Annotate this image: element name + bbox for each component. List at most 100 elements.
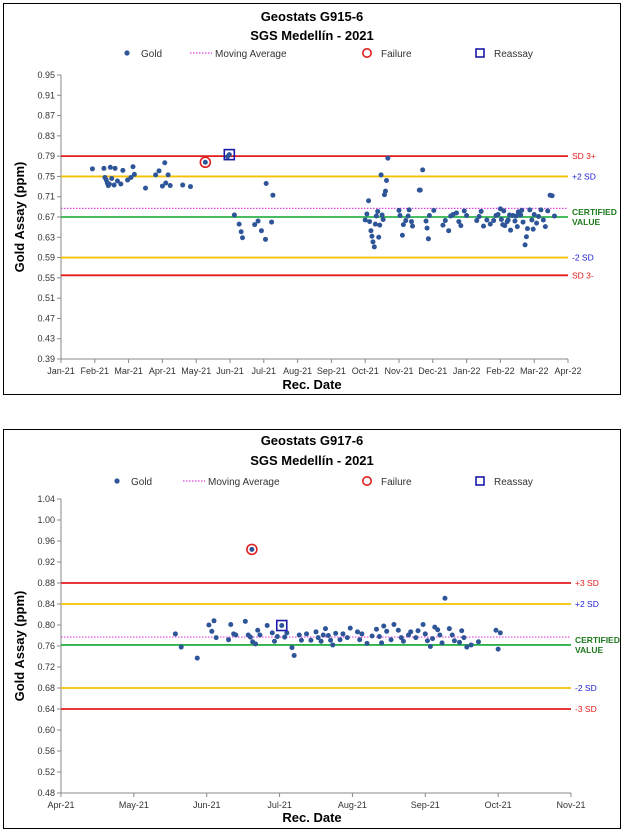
gold-point [442,218,448,224]
reassay-marker [275,619,288,632]
gold-point [461,635,467,641]
gold-point [403,218,409,224]
gold-point [538,207,544,213]
y-tick-label: 0.92 [37,557,55,567]
ref-label-sd3_upper: SD 3+ [572,151,596,161]
legend-gold-marker [124,50,130,56]
legend-reassay-label: Reassay [494,49,533,60]
gold-point [114,178,120,184]
gold-point [359,631,365,637]
gold-point [206,622,212,628]
ref-label-sd3_lower: SD 3- [572,270,594,280]
y-tick-label: 1.00 [37,515,55,525]
gold-point [432,624,438,630]
gold-point [536,213,542,219]
y-tick-label: 0.83 [37,131,55,141]
x-tick-label: Jul-21 [252,366,277,376]
gold-point [545,208,551,214]
gold-point [399,232,405,238]
gold-point [371,244,377,250]
gold-point [423,218,429,224]
y-tick-label: 0.63 [37,232,55,242]
gold-point [505,217,511,223]
gold-point [269,630,275,636]
gold-point [159,183,165,189]
gold-point [529,217,535,223]
gold-point [238,229,244,235]
gold-point [522,242,528,248]
gold-point [313,629,319,635]
gold-point [400,638,406,644]
chart-title: Geostats G915-6 [261,9,364,24]
gold-point [226,637,232,643]
gold-point [375,208,381,214]
gold-point [474,218,480,224]
ref-label-sd3_lower: -3 SD [575,704,597,714]
x-tick-label: Feb-22 [486,366,515,376]
x-tick-label: Oct-21 [485,800,512,810]
y-axis-label: Gold Assay (ppm) [12,162,27,273]
gold-point [367,219,373,225]
gold-point [163,180,169,186]
gold-point [366,198,372,204]
gold-point [165,172,171,178]
legend-failure-label: Failure [381,49,412,60]
gold-point [318,638,324,644]
x-tick-label: Nov-21 [384,366,413,376]
gold-point [464,212,470,218]
ref-label-line: VALUE [572,217,601,227]
gold-point [325,633,331,638]
gold-point [364,211,370,217]
gold-point [459,628,465,634]
gold-point [500,222,506,228]
failure-point [202,159,208,165]
gold-point [424,225,430,231]
x-axis-label: Rec. Date [282,810,341,825]
gold-point [464,644,470,650]
y-tick-label: 0.96 [37,536,55,546]
gold-point [255,218,261,224]
gold-point [233,632,239,638]
y-tick-label: 0.72 [37,662,55,672]
chart-subtitle: SGS Medellín - 2021 [250,28,374,43]
gold-point [519,207,525,213]
gold-point [262,236,268,242]
x-tick-label: Jan-21 [47,366,75,376]
legend-moving-average-label: Moving Average [215,49,287,60]
gold-point [513,213,519,219]
gold-point [112,165,118,171]
gold-point [551,213,557,219]
gold-point [534,220,540,226]
gold-point [400,222,406,228]
x-tick-label: Apr-22 [554,366,581,376]
legend-reassay-label: Reassay [494,477,533,488]
legend-moving-average-label: Moving Average [208,477,280,488]
x-tick-label: Apr-21 [149,366,176,376]
chart-panel-1: Geostats G915-6 SGS Medellín - 2021 Gold Mo… [3,3,621,395]
gold-point [395,627,401,633]
chart-title: Geostats G917-6 [261,433,364,448]
legend-failure-marker [361,475,372,486]
y-tick-label: 0.71 [37,192,55,202]
gold-point [373,626,379,632]
gold-point [427,644,433,650]
gold-point [468,642,474,648]
gold-point [128,174,134,180]
gold-point [501,208,507,214]
ref-label-certified: CERTIFIED VALUE [575,635,620,655]
gold-point [478,208,484,214]
gold-point [264,623,270,629]
gold-point [109,175,115,181]
gold-point [542,224,548,230]
gold-point [498,217,504,223]
gold-point [255,627,261,633]
gold-point [172,631,178,637]
gold-point [376,234,382,240]
gold-point [437,632,443,638]
y-tick-label: 0.88 [37,578,55,588]
gold-point [430,636,436,642]
gold-point [101,165,107,171]
gold-point [520,219,526,225]
gold-point [291,652,297,658]
gold-point [270,192,276,198]
